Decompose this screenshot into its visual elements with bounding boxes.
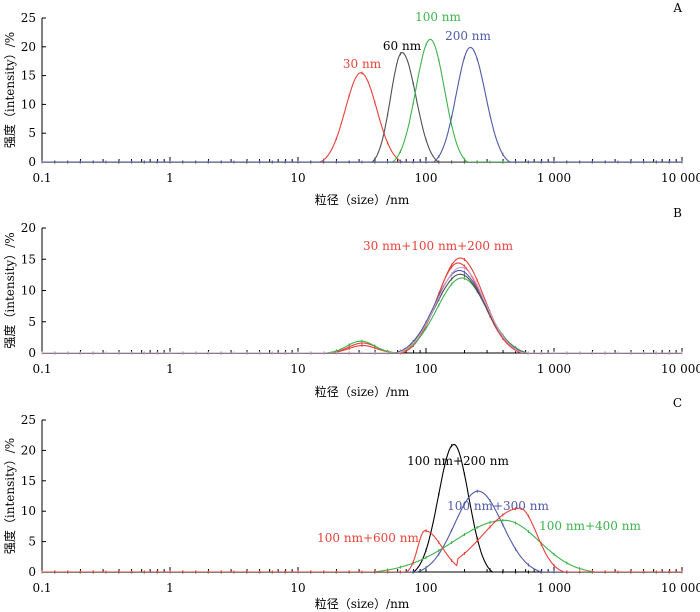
y-tick-label: 0	[28, 565, 36, 579]
x-tick-label: 1	[166, 171, 174, 185]
series-line-100-nm-400-nm	[42, 519, 682, 572]
y-tick-label: 25	[21, 413, 36, 427]
series-label: 100 nm+600 nm	[317, 531, 419, 545]
x-tick-label: 10 000	[661, 362, 700, 376]
series-label: 100 nm	[415, 10, 461, 24]
x-tick-label: 10	[290, 171, 305, 185]
series-line-30-nm	[42, 72, 682, 162]
y-tick-label: 5	[28, 315, 36, 329]
y-tick-label: 0	[28, 155, 36, 169]
mixture-annotation: 30 nm+100 nm+200 nm	[363, 239, 514, 253]
y-tick-label: 15	[21, 474, 36, 488]
y-tick-label: 5	[28, 535, 36, 549]
series-line-100-nm-200-nm	[42, 443, 682, 572]
x-tick-label: 0.1	[32, 581, 51, 595]
series-line-run-1	[42, 257, 682, 353]
x-tick-label: 10 000	[661, 171, 700, 185]
y-tick-label: 20	[21, 40, 36, 54]
y-tick-label: 25	[21, 11, 36, 25]
y-axis-title: 强度（intensity）/%	[2, 32, 17, 148]
y-tick-label: 15	[21, 252, 36, 266]
x-tick-label: 10 000	[661, 581, 700, 595]
y-tick-label: 0	[28, 346, 36, 360]
x-tick-label: 10	[290, 362, 305, 376]
y-axis-title: 强度（intensity）/%	[2, 232, 17, 348]
x-tick-label: 0.1	[32, 171, 51, 185]
x-tick-label: 1 000	[537, 171, 571, 185]
x-tick-label: 1 000	[537, 581, 571, 595]
axes-frame	[41, 18, 682, 163]
series-label: 60 nm	[383, 39, 422, 53]
x-axis-title: 粒径（size）/nm	[315, 596, 410, 611]
x-tick-label: 100	[415, 362, 438, 376]
axes-frame	[41, 228, 682, 354]
x-axis-title: 粒径（size）/nm	[315, 384, 410, 399]
x-tick-label: 1	[166, 581, 174, 595]
x-tick-label: 100	[415, 581, 438, 595]
y-tick-label: 20	[21, 221, 36, 235]
y-tick-label: 10	[21, 284, 36, 298]
y-tick-label: 15	[21, 69, 36, 83]
series-line-run-2	[42, 262, 682, 353]
series-label: 100 nm+400 nm	[539, 519, 641, 533]
x-tick-label: 1 000	[537, 362, 571, 376]
panel-letter-b: B	[673, 206, 682, 220]
panel-letter-a: A	[672, 1, 682, 15]
x-axis-title: 粒径（size）/nm	[315, 192, 410, 207]
axes-frame	[41, 420, 682, 573]
series-label: 30 nm	[343, 57, 382, 71]
x-tick-label: 100	[415, 171, 438, 185]
y-tick-label: 10	[21, 97, 36, 111]
y-axis-title: 强度（intensity）/%	[2, 438, 17, 554]
panel-b: B 0 5 10 15 20 0.1 1 10 100 1 000 10 000 强度（intensit…	[2, 206, 700, 399]
panel-letter-c: C	[673, 396, 682, 410]
x-tick-label: 1	[166, 362, 174, 376]
y-tick-label: 5	[28, 126, 36, 140]
series-label: 100 nm+300 nm	[447, 499, 549, 513]
series-label: 200 nm	[445, 29, 491, 43]
x-tick-label: 10	[290, 581, 305, 595]
y-tick-label: 10	[21, 504, 36, 518]
panel-a: A 0 5 10 15 20 25 0.1 1 10 100 1 000 10 000 强度（intens…	[2, 1, 700, 207]
y-tick-label: 20	[21, 443, 36, 457]
x-tick-label: 0.1	[32, 362, 51, 376]
series-label: 100 nm+200 nm	[407, 454, 509, 468]
panel-c: C 0 5 10 15 20 25 0.1 1 10 100 1 000 10 000 强度（intens…	[2, 396, 700, 611]
